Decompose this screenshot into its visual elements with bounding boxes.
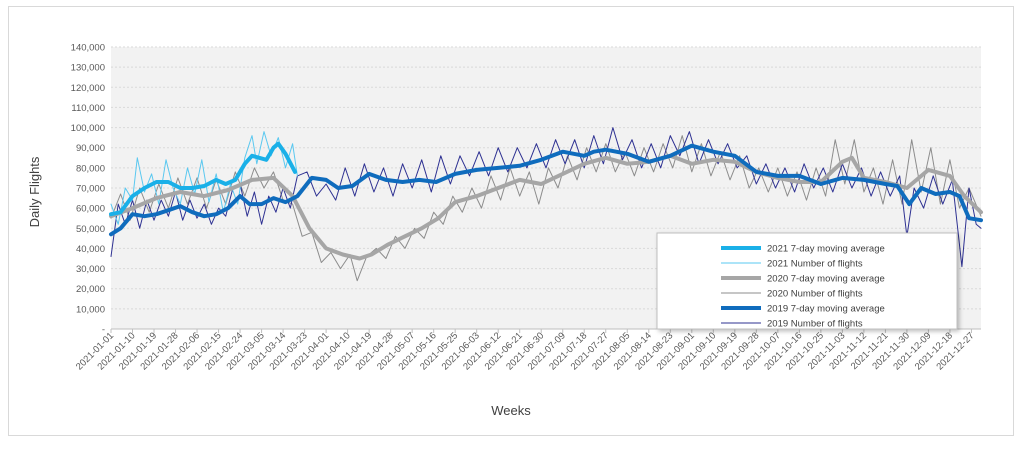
x-axis-ticks: 2021-01-012021-01-102021-01-192021-01-28…	[74, 328, 981, 372]
line-chart: - 10,000 20,000 30,000 40,000 50,000 60,000 70,…	[27, 43, 983, 418]
y-tick-label: -	[102, 325, 105, 336]
legend-label: 2021 Number of flights	[767, 259, 863, 270]
series-line-2020-avg	[109, 153, 983, 261]
series-line-2020-daily	[110, 135, 982, 282]
legend-label: 2019 Number of flights	[767, 319, 863, 330]
y-axis-title: Daily Flights	[27, 156, 42, 227]
legend-label: 2019 7-day moving average	[767, 304, 885, 315]
y-tick-label: 100,000	[71, 123, 105, 134]
y-tick-label: 40,000	[76, 244, 105, 255]
chart-frame: - 10,000 20,000 30,000 40,000 50,000 60,000 70,…	[8, 6, 1014, 436]
y-tick-label: 20,000	[76, 284, 105, 295]
legend-label: 2020 7-day moving average	[767, 274, 885, 285]
y-tick-label: 80,000	[76, 163, 105, 174]
legend-label: 2021 7-day moving average	[767, 244, 885, 255]
legend: 2021 7-day moving average 2021 Number of …	[656, 232, 958, 330]
y-tick-label: 10,000	[76, 304, 105, 315]
y-tick-label: 70,000	[76, 184, 105, 195]
y-tick-label: 140,000	[71, 43, 105, 54]
series-line-2019-avg	[109, 143, 983, 237]
y-tick-label: 50,000	[76, 224, 105, 235]
series-layer	[109, 127, 983, 282]
series-line-2021-avg	[109, 141, 297, 217]
y-tick-label: 120,000	[71, 83, 105, 94]
y-tick-label: 30,000	[76, 264, 105, 275]
y-tick-label: 60,000	[76, 204, 105, 215]
y-tick-label: 90,000	[76, 143, 105, 154]
series-line-2021-daily	[110, 131, 298, 225]
y-tick-label: 130,000	[71, 63, 105, 74]
x-axis-title: Weeks	[491, 403, 531, 418]
y-tick-label: 110,000	[71, 103, 105, 114]
legend-label: 2020 Number of flights	[767, 289, 863, 300]
y-axis-ticks: - 10,000 20,000 30,000 40,000 50,000 60,000 70,…	[71, 43, 105, 336]
legend-box	[656, 232, 958, 330]
